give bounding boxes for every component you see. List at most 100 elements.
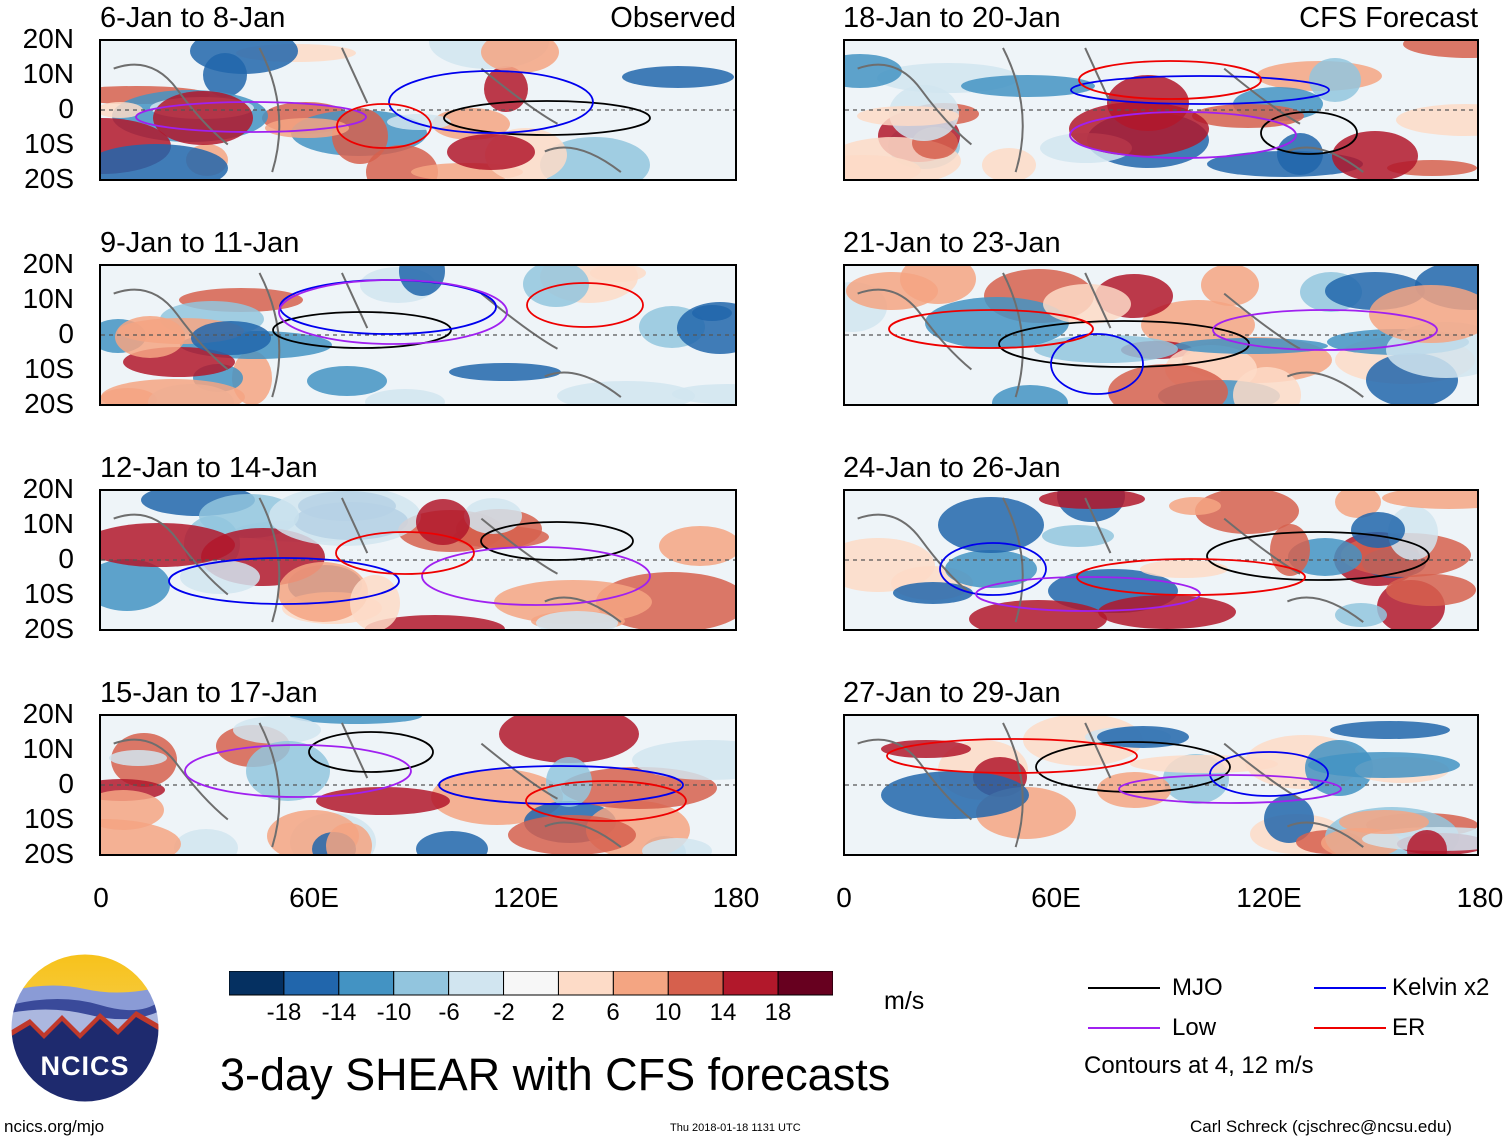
colorbar-units: m/s	[884, 987, 925, 1015]
lat-label-4-0: 20N	[22, 698, 74, 729]
contour-line	[272, 311, 452, 349]
lat-label-2-1: 10N	[22, 283, 74, 314]
lat-label-1-2: 0	[58, 93, 74, 124]
contour-line	[888, 309, 1094, 349]
shear-blob	[546, 757, 592, 807]
lon-label-left-120e: 120E	[493, 882, 559, 913]
shear-blob	[557, 381, 695, 404]
lat-label-4-4: 20S	[24, 838, 74, 869]
panel-title-1: 6-Jan to 8-Jan	[100, 2, 286, 34]
shear-blob	[447, 134, 535, 170]
shear-blob	[938, 497, 1044, 553]
legend-line-low	[1088, 1027, 1160, 1029]
contour-line	[135, 101, 367, 133]
main-title: 3-day SHEAR with CFS forecasts	[220, 1049, 891, 1100]
shear-blob	[326, 823, 372, 854]
shear-blob	[659, 526, 735, 566]
lon-label-right-60e: 60E	[1031, 882, 1081, 913]
contour-line	[1118, 774, 1342, 804]
contour-line	[975, 576, 1201, 612]
legend-line-mjo	[1088, 987, 1160, 989]
shear-blob	[1335, 491, 1381, 518]
forecast-tag: CFS Forecast	[1299, 2, 1478, 34]
colorbar	[228, 970, 834, 1002]
shear-blob	[494, 580, 652, 624]
shear-blob	[1174, 338, 1328, 354]
shear-blob	[387, 114, 451, 130]
shear-blob	[1335, 603, 1387, 627]
shear-blob	[191, 321, 271, 355]
colorbar-label: -18	[266, 999, 302, 1026]
shear-blob	[857, 106, 959, 126]
shear-blob	[101, 523, 235, 567]
colorbar-label: 2	[551, 999, 565, 1026]
shear-blob	[233, 716, 321, 744]
shear-blob	[1386, 574, 1476, 606]
logo-text: NCICS	[40, 1051, 130, 1081]
lon-label-right-180: 180	[1456, 882, 1504, 913]
shear-blob	[290, 716, 422, 724]
legend-label-er: ER	[1392, 1014, 1426, 1041]
shear-blob	[101, 819, 181, 854]
shear-blob	[982, 148, 1036, 179]
contour-line	[184, 744, 412, 798]
shear-blob	[881, 740, 971, 758]
shear-blob	[1042, 525, 1114, 547]
shear-blob	[632, 740, 735, 780]
colorbar-swatch	[448, 970, 505, 996]
contour-line	[336, 103, 432, 149]
footer-timestamp: Thu 2018-01-18 1131 UTC	[670, 1122, 801, 1134]
colorbar-swatch	[777, 970, 834, 996]
shear-blob	[893, 582, 973, 604]
colorbar-swatch	[338, 970, 395, 996]
colorbar-swatch	[612, 970, 669, 996]
shear-blob	[190, 41, 298, 74]
lon-label-left-0: 0	[93, 882, 109, 913]
contour-line	[1212, 309, 1438, 351]
shear-blob	[449, 363, 561, 381]
shear-blob	[1382, 491, 1477, 509]
shear-blob	[1169, 497, 1221, 515]
colorbar-label: 10	[654, 999, 682, 1026]
shear-blob	[961, 75, 1095, 97]
shear-blob	[1270, 524, 1310, 576]
legend-note: Contours at 4, 12 m/s	[1084, 1052, 1314, 1079]
panel-title-8: 27-Jan to 29-Jan	[843, 677, 1061, 709]
shear-blob	[1308, 752, 1460, 778]
shear-blob	[416, 831, 488, 854]
lat-label-3-0: 20N	[22, 473, 74, 504]
contour-line	[1206, 531, 1430, 581]
footer-url[interactable]: ncics.org/mjo	[4, 1117, 105, 1136]
shear-blob	[642, 838, 712, 854]
contour-line	[1070, 75, 1330, 105]
colorbar-label: 14	[709, 999, 737, 1026]
lat-label-2-3: 10S	[24, 353, 74, 384]
lat-label-4-2: 0	[58, 768, 74, 799]
shear-blob	[265, 118, 349, 138]
lat-label-1-3: 10S	[24, 128, 74, 159]
shear-blob	[1195, 491, 1299, 534]
shear-blob	[845, 54, 902, 88]
shear-blob	[416, 499, 470, 545]
shear-blob	[1407, 830, 1447, 854]
legend-line-kelvin	[1314, 987, 1386, 989]
shear-blob	[278, 562, 368, 622]
colorbar-swatch	[722, 970, 779, 996]
shear-blob	[101, 559, 170, 611]
colorbar-swatch	[557, 970, 614, 996]
contour-line	[335, 531, 475, 575]
panel-title-4: 15-Jan to 17-Jan	[100, 677, 318, 709]
shear-blob	[1330, 721, 1450, 739]
shear-blob	[246, 741, 330, 801]
lat-label-3-2: 0	[58, 543, 74, 574]
panel-title-3: 12-Jan to 14-Jan	[100, 452, 318, 484]
contour-line	[1260, 111, 1358, 155]
contour-line	[886, 738, 1138, 774]
map-panel-8	[843, 714, 1479, 856]
shear-blob	[881, 771, 1029, 819]
shear-blob	[350, 575, 400, 629]
contour-line	[1035, 741, 1231, 793]
ncics-logo: NCICS	[10, 953, 160, 1103]
shear-blob	[1034, 335, 1178, 363]
lon-label-left-180: 180	[712, 882, 760, 913]
